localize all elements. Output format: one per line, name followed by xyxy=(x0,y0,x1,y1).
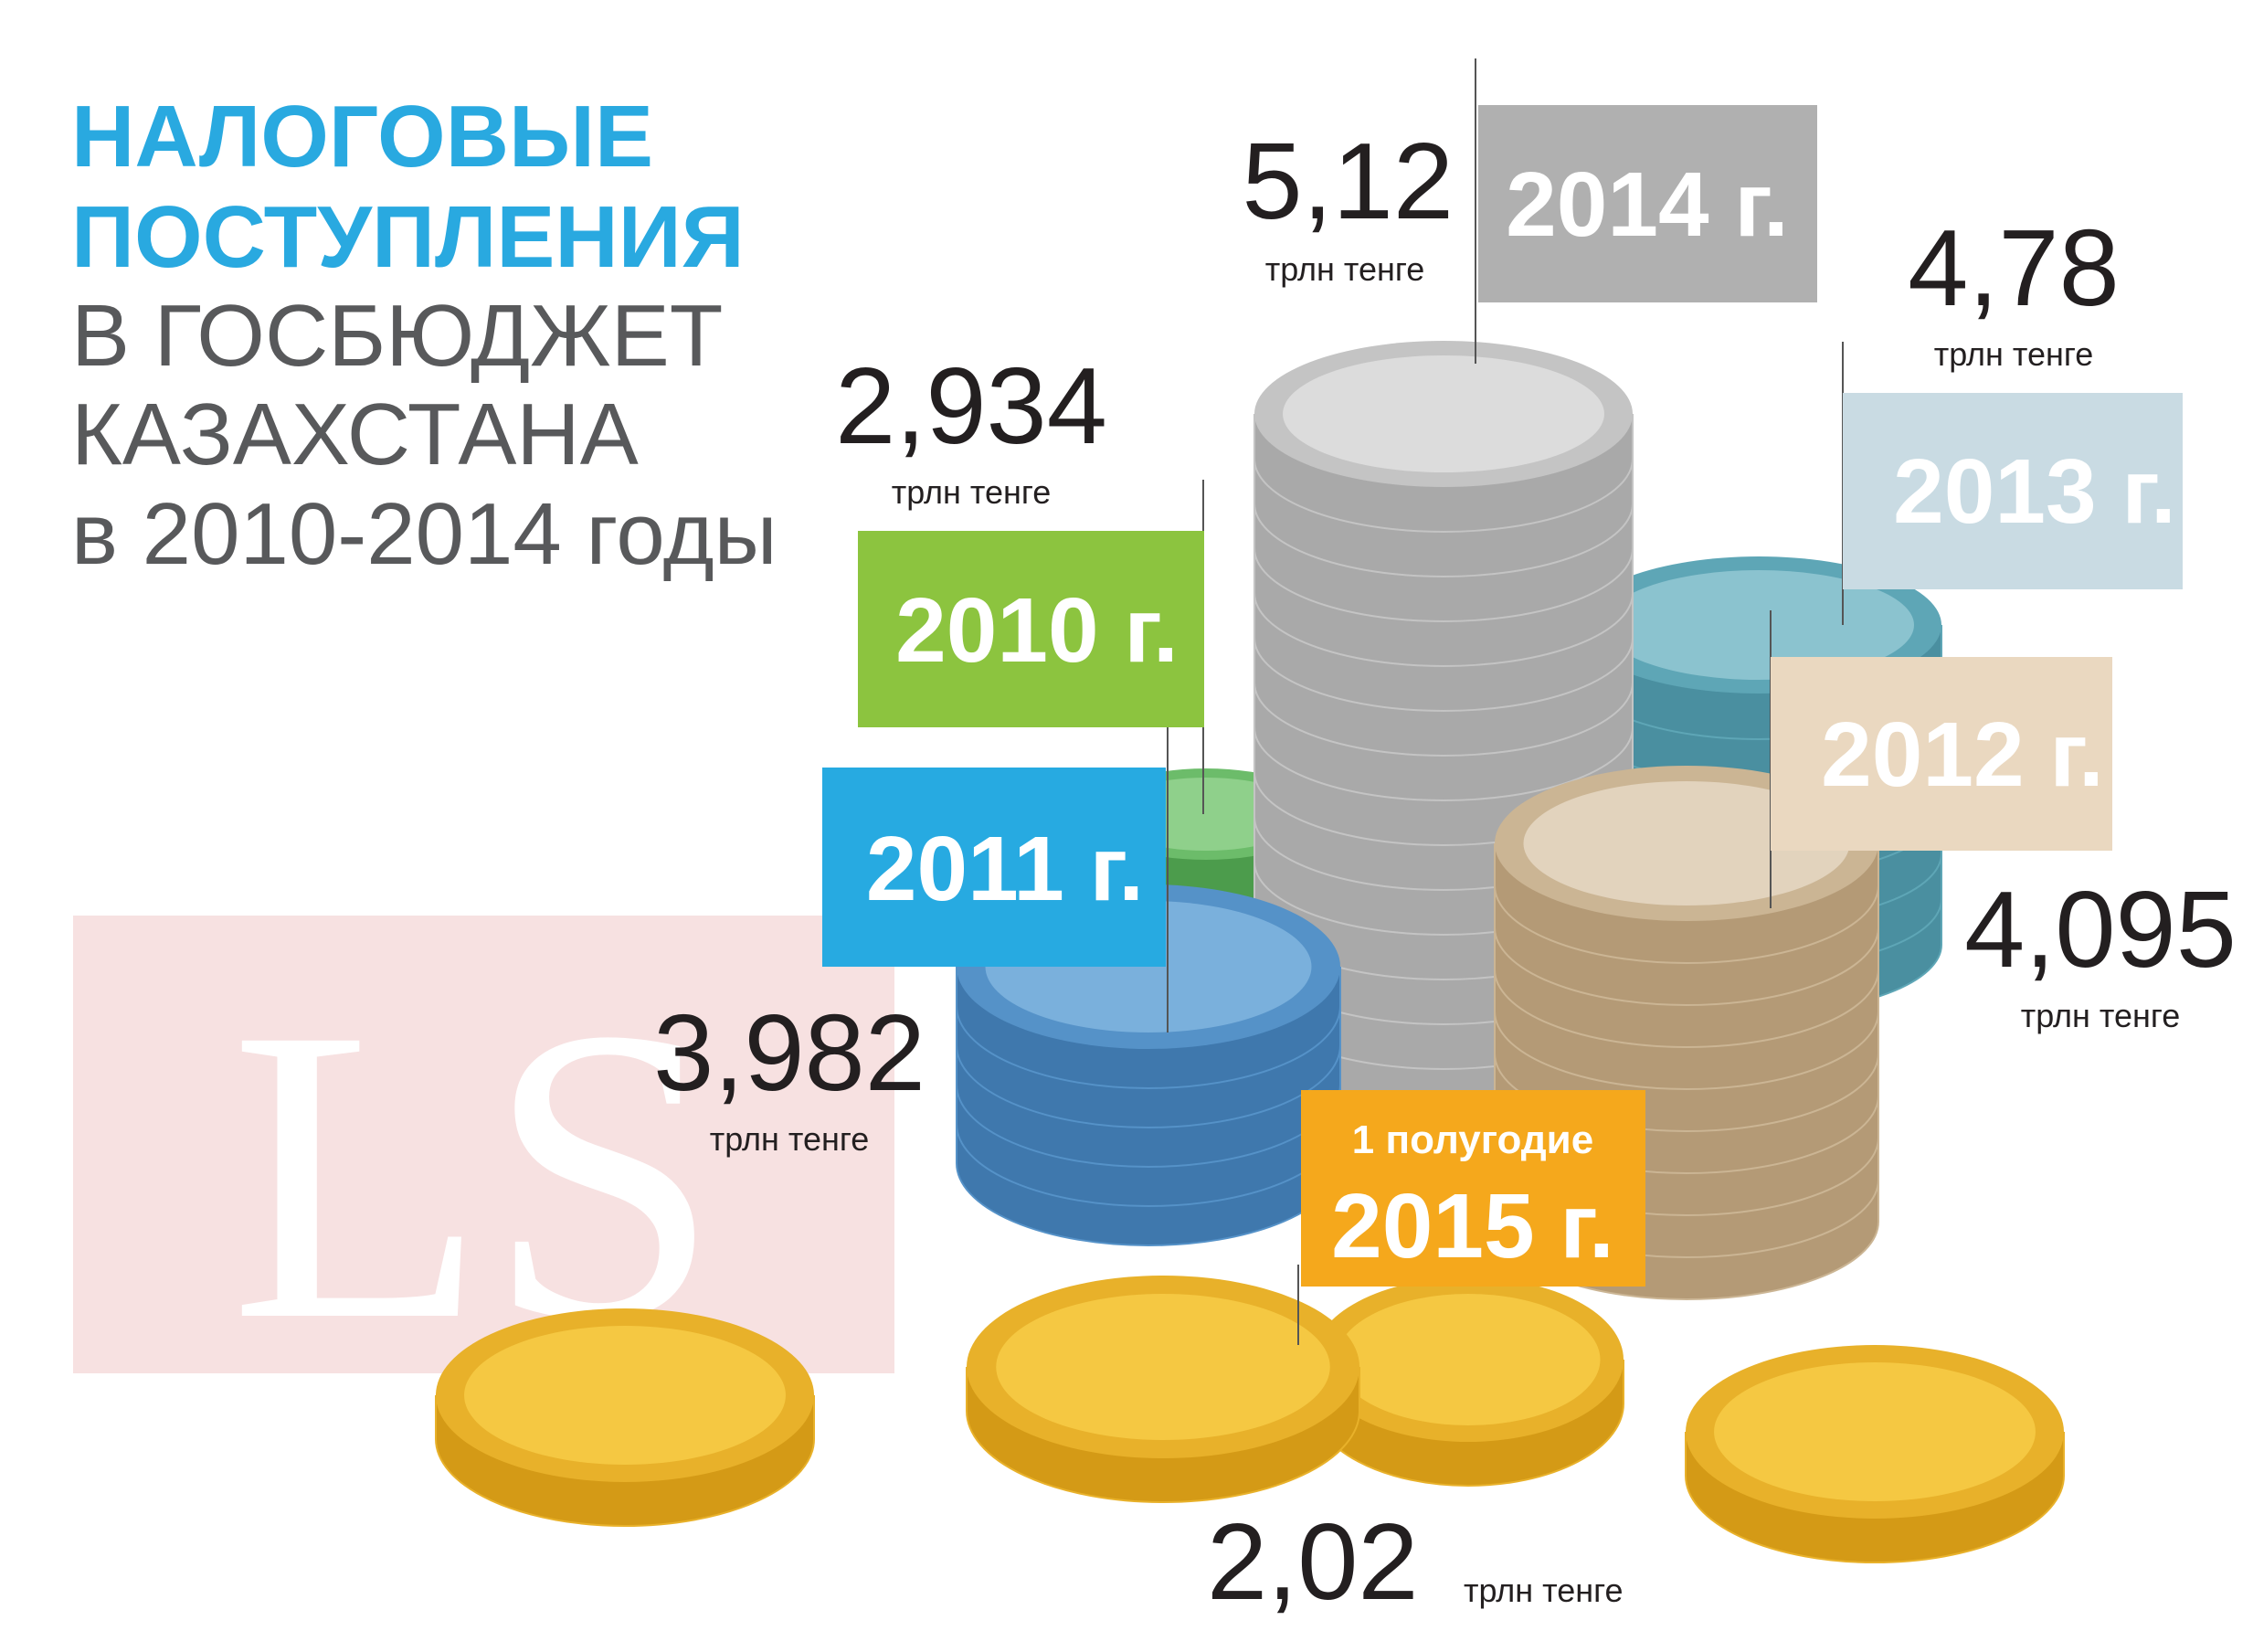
unit: трлн тенге xyxy=(1464,1572,1624,1609)
title-line: КАЗАХСТАНА xyxy=(71,386,639,483)
coin-part xyxy=(1714,1362,2036,1501)
unit: трлн тенге xyxy=(1934,335,2094,373)
coin-part xyxy=(1603,570,1914,680)
unit: трлн тенге xyxy=(1265,250,1425,288)
year-box xyxy=(1301,1090,1645,1287)
title-line: ПОСТУПЛЕНИЯ xyxy=(71,188,745,286)
year-label: 2010 г. xyxy=(895,579,1179,682)
value: 5,12 xyxy=(1242,121,1454,242)
watermark-box xyxy=(73,916,894,1373)
year-box xyxy=(858,531,1204,727)
year-label: 2015 г. xyxy=(1331,1175,1614,1277)
title-line: В ГОСБЮДЖЕТ xyxy=(71,287,723,385)
year-label: 2013 г. xyxy=(1893,440,2176,543)
value: 3,982 xyxy=(653,992,926,1114)
unit: трлн тенге xyxy=(710,1120,870,1158)
period-subtitle: 1 полугодие xyxy=(1352,1117,1593,1162)
year-label: 2014 г. xyxy=(1506,154,1789,256)
value: 2,934 xyxy=(835,345,1107,467)
year-box xyxy=(1843,393,2183,589)
title-line: в 2010-2014 годы xyxy=(71,485,777,583)
year-box xyxy=(1771,657,2112,851)
unit: трлн тенге xyxy=(892,473,1052,511)
coin-part xyxy=(464,1326,786,1465)
coin-part xyxy=(996,1294,1330,1440)
year-label: 2012 г. xyxy=(1821,704,2104,806)
coin-part xyxy=(1336,1294,1601,1425)
value: 4,78 xyxy=(1908,207,2120,329)
value: 2,02 xyxy=(1207,1501,1419,1623)
year-box xyxy=(1478,105,1817,302)
unit: трлн тенге xyxy=(2021,997,2181,1034)
title-line: НАЛОГОВЫЕ xyxy=(71,88,653,185)
year-box xyxy=(822,768,1166,967)
value: 4,095 xyxy=(1964,869,2237,990)
coin-part xyxy=(1523,781,1850,905)
year-label: 2011 г. xyxy=(866,818,1144,920)
coin-part xyxy=(1283,355,1604,472)
